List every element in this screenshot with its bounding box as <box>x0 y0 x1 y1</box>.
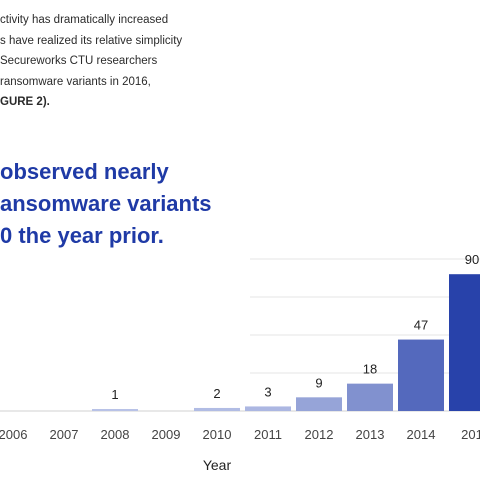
data-label-2013: 18 <box>363 362 377 377</box>
x-tick-2012: 2012 <box>305 427 334 442</box>
data-label-201: 90 <box>465 252 479 267</box>
x-tick-2008: 2008 <box>101 427 130 442</box>
bar-201 <box>449 274 480 411</box>
bar-2008 <box>92 409 138 411</box>
x-tick-2014: 2014 <box>407 427 436 442</box>
x-tick-201: 201 <box>461 427 480 442</box>
x-tick-labels: 2006 2007 2008 2009 2010 2011 2012 2013 2014 201 <box>0 427 480 442</box>
bar-2011 <box>245 406 291 411</box>
intro-line: ransomware variants in 2016, <box>0 75 151 88</box>
callout-line: observed nearly <box>0 159 169 184</box>
x-tick-2011: 2011 <box>254 427 282 442</box>
callout-line: 0 the year prior. <box>0 223 164 248</box>
data-label-2012: 9 <box>315 375 322 390</box>
data-label-2010: 2 <box>213 386 220 401</box>
bar-2012 <box>296 397 342 411</box>
bars <box>92 274 480 411</box>
data-label-2014: 47 <box>414 318 428 333</box>
data-labels: 1 2 3 9 18 47 90 <box>111 252 479 402</box>
intro-line: ctivity has dramatically increased <box>0 14 169 26</box>
intro-line: s have realized its relative simplicity <box>0 34 183 47</box>
x-tick-2009: 2009 <box>152 427 181 442</box>
bar-2014 <box>398 339 444 411</box>
intro-line: Secureworks CTU researchers <box>0 55 158 67</box>
x-tick-2007: 2007 <box>50 427 79 442</box>
bar-2013 <box>347 383 393 411</box>
intro-paragraph: ctivity has dramatically increased s hav… <box>0 10 250 113</box>
callout-text: observed nearly ansomware variants 0 the… <box>0 156 300 252</box>
x-tick-2006: 2006 <box>0 427 27 442</box>
data-label-2008: 1 <box>111 387 118 402</box>
x-tick-2010: 2010 <box>203 427 232 442</box>
x-axis-title: Year <box>203 457 232 473</box>
intro-line: GURE 2). <box>0 96 50 108</box>
bar-2010 <box>194 407 240 411</box>
x-tick-2013: 2013 <box>356 427 385 442</box>
callout-line: ansomware variants <box>0 191 212 216</box>
data-label-2011: 3 <box>264 384 271 399</box>
